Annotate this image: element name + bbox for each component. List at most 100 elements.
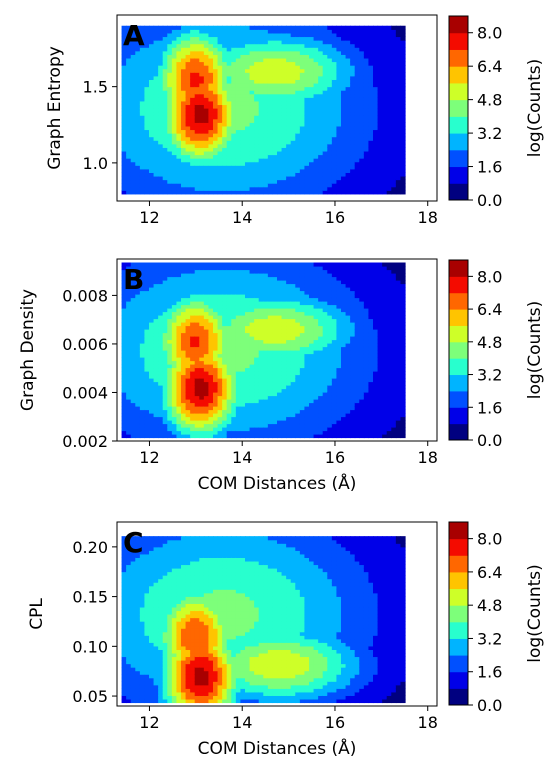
contour-cell bbox=[171, 86, 178, 91]
contour-cell bbox=[203, 357, 210, 362]
contour-cell bbox=[153, 168, 159, 173]
contour-cell bbox=[149, 262, 155, 267]
contour-cell bbox=[153, 332, 159, 337]
contour-cell bbox=[231, 395, 237, 400]
contour-cell bbox=[213, 65, 219, 70]
contour-cell bbox=[194, 367, 200, 372]
contour-cell bbox=[162, 161, 168, 166]
contour-cell bbox=[208, 36, 214, 41]
contour-cell bbox=[258, 150, 264, 156]
contour-cell bbox=[400, 86, 406, 91]
contour-cell bbox=[213, 430, 219, 435]
contour-cell bbox=[167, 322, 173, 327]
contour-cell bbox=[185, 125, 191, 131]
contour-cell bbox=[313, 86, 319, 91]
contour-cell bbox=[386, 115, 392, 120]
contour-cell bbox=[309, 186, 315, 191]
contour-cell bbox=[277, 54, 283, 59]
contour-cell bbox=[167, 61, 173, 66]
contour-cell bbox=[258, 311, 264, 316]
contour-cell bbox=[263, 325, 269, 330]
contour-cell bbox=[400, 43, 406, 48]
contour-cell bbox=[144, 283, 150, 288]
contour-cell bbox=[235, 392, 242, 397]
contour-cell bbox=[185, 423, 191, 428]
contour-cell bbox=[121, 129, 127, 134]
contour-cell bbox=[231, 290, 237, 295]
contour-cell bbox=[363, 140, 370, 145]
contour-cell bbox=[235, 175, 242, 181]
contour-cell bbox=[235, 374, 242, 379]
contour-cell bbox=[199, 311, 205, 316]
contour-cell bbox=[299, 93, 306, 98]
contour-cell bbox=[149, 111, 155, 116]
contour-cell bbox=[126, 72, 132, 77]
contour-cell bbox=[203, 367, 210, 372]
contour-cell bbox=[295, 82, 301, 88]
contour-cell bbox=[363, 97, 370, 102]
contour-cell bbox=[386, 43, 392, 48]
contour-cell bbox=[158, 308, 164, 313]
contour-cell bbox=[203, 280, 210, 285]
contour-cell bbox=[322, 90, 328, 95]
contour-cell bbox=[272, 311, 278, 316]
contour-cell bbox=[281, 147, 287, 152]
contour-cell bbox=[235, 158, 242, 163]
contour-cell bbox=[162, 47, 168, 52]
contour-cell bbox=[158, 29, 164, 34]
contour-cell bbox=[263, 150, 269, 156]
contour-cell bbox=[277, 61, 283, 66]
contour-cell bbox=[290, 82, 296, 88]
contour-cell bbox=[299, 79, 306, 84]
contour-cell bbox=[277, 129, 283, 134]
contour-cell bbox=[263, 262, 269, 267]
contour-cell bbox=[139, 336, 146, 341]
contour-cell bbox=[139, 129, 146, 134]
contour-cell bbox=[121, 294, 127, 299]
contour-cell bbox=[267, 158, 274, 163]
contour-cell bbox=[267, 100, 274, 106]
contour-cell bbox=[263, 332, 269, 337]
contour-cell bbox=[185, 25, 191, 30]
contour-cell bbox=[373, 100, 379, 106]
contour-cell bbox=[277, 143, 283, 148]
contour-cell bbox=[185, 283, 191, 288]
contour-cell bbox=[304, 350, 310, 355]
contour-cell bbox=[391, 29, 397, 34]
contour-cell bbox=[235, 301, 242, 306]
contour-cell bbox=[286, 90, 292, 95]
contour-cell bbox=[162, 290, 168, 295]
contour-cell bbox=[217, 378, 223, 383]
contour-cell bbox=[395, 97, 402, 102]
contour-cell bbox=[350, 150, 356, 156]
contour-cell bbox=[354, 179, 360, 184]
contour-cell bbox=[199, 276, 205, 281]
contour-cell bbox=[181, 294, 187, 299]
contour-cell bbox=[213, 378, 219, 383]
contour-cell bbox=[281, 346, 287, 351]
contour-cell bbox=[286, 179, 292, 184]
contour-cell bbox=[130, 129, 136, 134]
contour-cell bbox=[272, 100, 278, 106]
contour-cell bbox=[208, 50, 214, 55]
contour-cell bbox=[162, 329, 168, 334]
contour-cell bbox=[286, 297, 292, 302]
contour-cell bbox=[194, 423, 200, 428]
contour-cell bbox=[176, 311, 182, 316]
contour-cell bbox=[277, 416, 283, 421]
contour-cell bbox=[400, 115, 406, 120]
contour-cell bbox=[386, 68, 392, 73]
contour-cell bbox=[226, 406, 232, 411]
contour-cell bbox=[277, 125, 283, 131]
contour-cell bbox=[176, 353, 182, 358]
contour-cell bbox=[149, 115, 155, 120]
contour-cell bbox=[176, 129, 182, 134]
contour-cell bbox=[217, 36, 223, 41]
contour-cell bbox=[240, 346, 246, 351]
contour-cell bbox=[208, 186, 214, 191]
contour-cell bbox=[199, 378, 205, 383]
contour-cell bbox=[190, 147, 196, 152]
contour-cell bbox=[213, 392, 219, 397]
contour-cell bbox=[295, 367, 301, 372]
contour-cell bbox=[382, 47, 388, 52]
